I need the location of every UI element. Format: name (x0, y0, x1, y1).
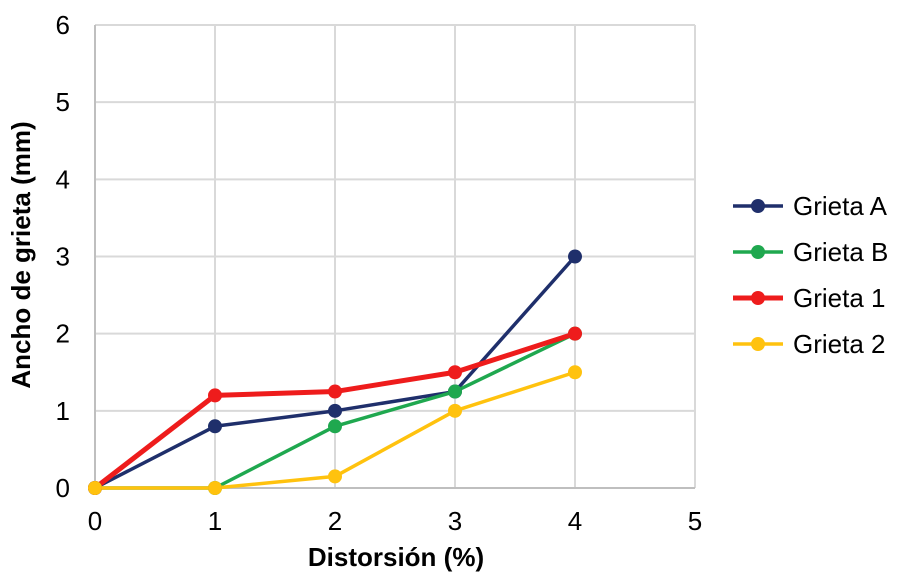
legend-marker (751, 337, 765, 351)
legend: Grieta A Grieta B Grieta 1 Grieta 2 (733, 191, 888, 359)
x-tick-label: 5 (688, 506, 702, 536)
data-point (448, 403, 462, 418)
legend-label: Grieta A (793, 191, 888, 221)
y-tick-labels: 0 1 2 3 4 5 6 (56, 10, 70, 503)
legend-label: Grieta B (793, 237, 888, 267)
x-tick-label: 4 (568, 506, 582, 536)
legend-marker (751, 199, 765, 213)
y-tick-label: 0 (56, 473, 70, 503)
legend-marker (751, 291, 765, 305)
legend-label: Grieta 1 (793, 283, 886, 313)
data-point (568, 249, 582, 264)
y-axis-title: Ancho de grieta (mm) (6, 121, 36, 388)
legend-label: Grieta 2 (793, 329, 886, 359)
data-point (208, 388, 222, 403)
data-point (328, 403, 342, 418)
x-tick-labels: 0 1 2 3 4 5 (88, 506, 702, 536)
y-tick-label: 5 (56, 87, 70, 117)
data-point (88, 481, 102, 495)
data-point (448, 365, 462, 380)
x-tick-label: 1 (208, 506, 222, 536)
y-tick-label: 6 (56, 10, 70, 40)
x-tick-label: 2 (328, 506, 342, 536)
y-tick-label: 4 (56, 164, 70, 194)
x-tick-label: 3 (448, 506, 462, 536)
series-points (88, 249, 582, 495)
data-point (568, 326, 582, 341)
x-tick-label: 0 (88, 506, 102, 536)
data-point (328, 419, 342, 434)
data-point (448, 384, 462, 399)
legend-marker (751, 245, 765, 259)
gridlines (95, 24, 696, 488)
y-tick-label: 1 (56, 396, 70, 426)
y-tick-label: 3 (56, 242, 70, 272)
data-point (568, 365, 582, 380)
data-point (208, 419, 222, 434)
y-tick-label: 2 (56, 319, 70, 349)
data-point (328, 384, 342, 399)
data-point (328, 469, 342, 484)
data-point (208, 481, 222, 495)
x-axis-title: Distorsión (%) (308, 542, 484, 572)
